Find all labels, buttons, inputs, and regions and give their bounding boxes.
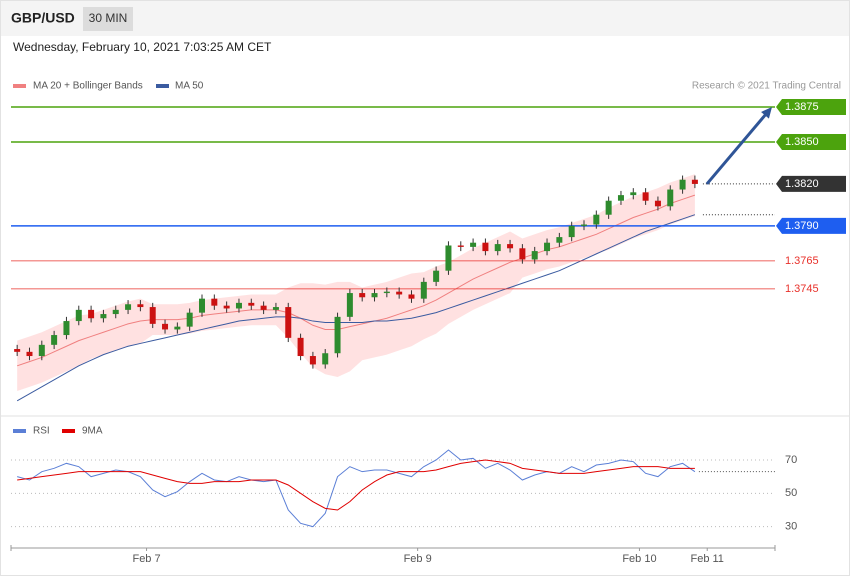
candle-body	[457, 245, 464, 247]
candle-body	[383, 291, 390, 294]
source: Research © 2021 Trading Central	[692, 81, 841, 92]
candle-body	[322, 353, 329, 365]
candle-body	[507, 244, 514, 249]
interval-badge[interactable]	[83, 7, 133, 31]
candle-body	[162, 323, 169, 330]
candle-body	[88, 309, 95, 319]
series-line	[17, 459, 695, 511]
candle-body	[581, 224, 587, 226]
level-tag	[776, 175, 846, 192]
level-label: 1.3765	[785, 255, 819, 267]
level-label: 1.3820	[785, 178, 819, 190]
x-tick-label: Feb 9	[404, 553, 432, 565]
candle-body	[63, 321, 70, 336]
level-tag	[776, 98, 846, 115]
series-line	[17, 449, 696, 528]
candle-body	[100, 314, 107, 319]
candle-body	[630, 192, 637, 196]
legend-swatch	[13, 429, 26, 433]
x-tick-label: Feb 11	[691, 553, 724, 565]
legend-label: MA 20 + Bollinger Bands	[33, 81, 143, 92]
candle-body	[494, 244, 501, 252]
candle-body	[654, 200, 661, 207]
candle-body	[149, 307, 156, 324]
legend-swatch	[156, 84, 169, 88]
candle-body	[679, 179, 686, 190]
candle-body	[137, 304, 144, 308]
candle-body	[605, 200, 612, 215]
candle-body	[396, 291, 403, 295]
level-label: 1.3850	[785, 136, 819, 148]
candle-body	[248, 302, 255, 306]
candle-body	[420, 281, 427, 299]
level-label: 1.3875	[785, 101, 819, 113]
target-arrow	[705, 112, 768, 185]
candle-body	[51, 335, 58, 345]
candle-body	[470, 242, 477, 247]
x-tick-label: Feb 10	[622, 553, 656, 565]
ma20-line	[17, 194, 696, 367]
candle-body	[112, 309, 119, 315]
candle-body	[38, 344, 45, 357]
candle-body	[272, 307, 279, 310]
legend-label: 9MA	[82, 426, 103, 437]
candle-body	[346, 293, 353, 317]
candle-body	[297, 337, 304, 357]
candle-body	[531, 251, 538, 260]
y-tick-label: 70	[785, 454, 797, 466]
candle-body	[482, 242, 489, 252]
candle-body	[544, 242, 551, 252]
candle-body	[556, 237, 563, 243]
legend-swatch	[13, 84, 26, 88]
candle-body	[260, 305, 267, 310]
interval[interactable]: 30 MIN	[89, 11, 128, 25]
candle-body	[26, 351, 33, 357]
candle-body	[14, 349, 21, 352]
candle-body	[445, 245, 452, 271]
candle-body	[617, 195, 624, 201]
level-tag	[776, 217, 846, 234]
candle-body	[223, 305, 230, 309]
candle-body	[75, 309, 82, 322]
candle-body	[186, 312, 193, 327]
bollinger-band	[17, 174, 695, 392]
candle-body	[174, 326, 181, 330]
candle-body	[642, 192, 649, 201]
legend-label: RSI	[33, 426, 50, 437]
level-tag	[776, 133, 846, 150]
candle-body	[568, 225, 575, 238]
legend-swatch	[62, 429, 75, 433]
candle-body	[519, 248, 526, 260]
date: Wednesday, February 10, 2021 7:03:25 AM …	[13, 40, 272, 54]
candle-body	[235, 302, 242, 309]
candle-body	[334, 316, 341, 354]
candle-body	[309, 356, 316, 365]
ma50-line	[16, 214, 696, 402]
y-tick-label: 50	[785, 487, 797, 499]
candle-body	[285, 307, 292, 338]
arrow-head	[761, 106, 772, 119]
candle-body	[433, 270, 440, 282]
candle-body	[593, 214, 600, 225]
candle-body	[691, 179, 698, 184]
candle-body	[371, 293, 378, 298]
candle-body	[359, 293, 366, 298]
candle-body	[408, 294, 415, 299]
candle-body	[211, 298, 218, 306]
level-label: 1.3745	[785, 283, 819, 295]
y-tick-label: 30	[785, 521, 797, 533]
symbol: GBP/USD	[11, 10, 75, 26]
header-bar	[1, 1, 849, 36]
legend-label: MA 50	[175, 81, 204, 92]
candle-body	[125, 304, 132, 310]
x-tick-label: Feb 7	[132, 553, 160, 565]
candle-body	[199, 298, 205, 313]
candle-body	[667, 189, 674, 207]
level-label: 1.3790	[785, 220, 819, 232]
